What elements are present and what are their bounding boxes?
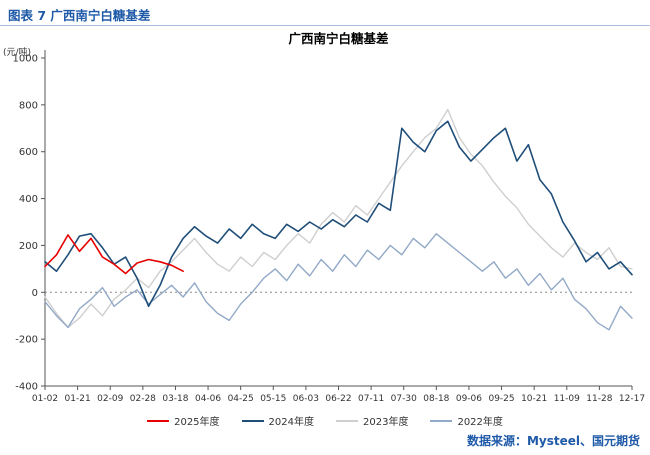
x-tick-label: 06-03: [293, 394, 319, 404]
series-line-2025年度: [44, 234, 184, 275]
data-source-note: 数据来源：Mysteel、国元期货: [466, 434, 640, 448]
x-tick-label: 01-02: [32, 394, 58, 404]
legend-item-2025年度: 2025年度: [147, 413, 220, 428]
x-tick-label: 11-28: [586, 394, 612, 404]
x-tick-label: 09-25: [488, 394, 514, 404]
x-tick-label: 07-30: [391, 394, 417, 404]
x-tick-label: 12-17: [619, 394, 645, 404]
legend-swatch: [336, 419, 358, 422]
legend-label: 2022年度: [457, 417, 503, 428]
x-tick-label: 09-06: [456, 394, 482, 404]
y-tick-label: -400: [15, 382, 38, 393]
x-tick-label: 06-22: [325, 394, 351, 404]
legend-swatch: [241, 419, 264, 422]
legend-label: 2023年度: [363, 417, 409, 428]
x-tick-label: 02-09: [97, 394, 123, 404]
x-tick-label: 08-18: [423, 394, 449, 404]
x-tick-label: 05-15: [260, 394, 286, 404]
header-divider: [0, 25, 650, 26]
y-tick-label: 1000: [13, 54, 38, 65]
legend-label: 2024年度: [268, 417, 314, 428]
chart-container: 广西南宁白糖基差 (元/吨) 1000 800 600 400 200 0 -200 -400 01…: [0, 28, 650, 413]
figure-caption: 图表 7 广西南宁白糖基差: [8, 8, 151, 23]
y-tick-label: 600: [19, 147, 38, 158]
x-tick-label: 04-25: [228, 394, 254, 404]
series-line-2022年度: [44, 232, 633, 331]
x-tick-label: 02-28: [130, 394, 156, 404]
y-axis-unit-label: (元/吨): [3, 46, 31, 58]
y-tick-label: 0: [32, 288, 38, 299]
x-tick-label: 01-21: [65, 394, 91, 404]
y-tick-label: 800: [19, 100, 38, 111]
x-tick-label: 07-11: [358, 394, 384, 404]
series-line-2023年度: [44, 108, 633, 329]
y-tick-label: 400: [19, 194, 38, 205]
y-tick-label: -200: [15, 335, 38, 346]
basis-line-chart: 广西南宁白糖基差(元/吨)10008006004002000-200-40001…: [3, 31, 645, 404]
legend-item-2023年度: 2023年度: [336, 413, 408, 428]
chart-title: 广西南宁白糖基差: [288, 31, 388, 46]
x-tick-label: 10-21: [521, 394, 547, 404]
x-tick-label: 03-18: [162, 394, 188, 404]
series-line-2024年度: [44, 120, 633, 308]
y-tick-label: 200: [19, 241, 38, 252]
legend-swatch: [147, 419, 170, 422]
legend-label: 2025年度: [174, 417, 220, 428]
legend-swatch: [430, 419, 453, 422]
legend-item-2022年度: 2022年度: [430, 413, 503, 428]
legend-item-2024年度: 2024年度: [241, 413, 314, 428]
x-tick-label: 04-06: [195, 394, 221, 404]
chart-legend: 2025年度 2024年度 2023年度 2022年度: [0, 413, 650, 428]
x-tick-label: 11-09: [554, 394, 580, 404]
